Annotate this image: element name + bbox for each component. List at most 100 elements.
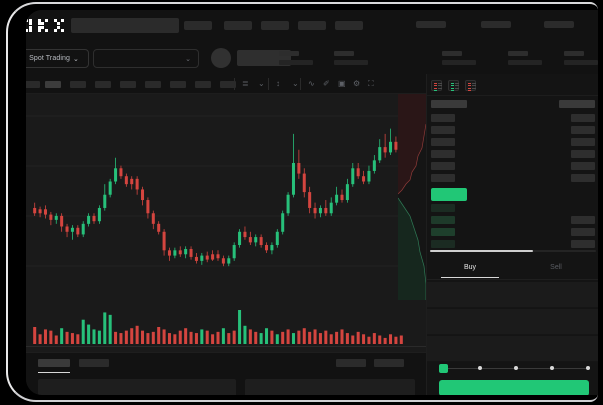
okx-logo[interactable] <box>26 19 64 33</box>
slider-tick-100[interactable] <box>585 366 590 370</box>
candle-body <box>124 176 128 185</box>
volume-bar <box>60 328 64 344</box>
settings-gear-icon[interactable]: ⚙ <box>353 79 361 88</box>
tab-sell[interactable]: Sell <box>550 264 562 271</box>
candle-body <box>92 215 96 222</box>
global-search-input[interactable] <box>71 18 179 33</box>
platform-selector-button[interactable]: Spot Trading ⌄ <box>26 49 89 68</box>
fullscreen-icon[interactable]: ⛶ <box>368 79 374 88</box>
edit-pencil-icon[interactable]: ✐ <box>323 79 330 88</box>
timeframe-button-4[interactable] <box>95 81 111 88</box>
timeframe-button-5[interactable] <box>120 81 136 88</box>
order-book-ask-row[interactable] <box>431 138 455 146</box>
timeframe-button-8[interactable] <box>195 81 211 88</box>
volume-bar <box>367 336 371 344</box>
line-chart-icon[interactable]: ∿ <box>308 79 315 88</box>
trading-pair-selector[interactable]: ⌄ <box>93 49 199 68</box>
volume-bar <box>297 330 301 344</box>
candle-body <box>97 207 101 222</box>
nav-item-3[interactable] <box>261 21 289 30</box>
chevron-down-icon[interactable]: ⌄ <box>258 79 265 88</box>
candle-body <box>157 223 161 232</box>
bottom-field-1[interactable] <box>38 379 236 395</box>
timeframe-button-9[interactable] <box>220 81 236 88</box>
timeframe-button-3[interactable] <box>70 81 86 88</box>
device-bezel <box>6 2 598 402</box>
order-form-row-total[interactable] <box>427 336 598 362</box>
candle-body <box>340 194 344 201</box>
timeframe-button-2[interactable] <box>45 81 61 88</box>
order-book-bid-row[interactable] <box>431 204 455 212</box>
orderbook-layout-asks[interactable] <box>465 80 476 92</box>
nav-item-1[interactable] <box>184 21 212 30</box>
candle-body <box>324 207 328 214</box>
volume-bar <box>119 333 123 344</box>
candle-body <box>173 250 177 256</box>
order-book-bid-row[interactable] <box>431 228 455 236</box>
nav-item-2[interactable] <box>224 21 252 30</box>
candle-body <box>216 254 220 259</box>
order-book-ask-row[interactable] <box>431 150 455 158</box>
candle-body <box>178 250 182 255</box>
slider-tick-75[interactable] <box>549 366 554 370</box>
nav-right-2[interactable] <box>481 21 511 28</box>
amount-percent-slider[interactable] <box>439 364 590 374</box>
order-book-bid-amount <box>571 216 595 224</box>
compare-icon[interactable]: ↕ <box>276 79 280 88</box>
volume-bar <box>114 331 118 344</box>
bottom-action-1[interactable] <box>336 359 366 367</box>
indicator-icon[interactable]: ≣ <box>242 79 249 88</box>
volume-bar <box>135 325 139 344</box>
depth-area-series <box>397 94 427 300</box>
candle-body <box>243 231 247 238</box>
slider-handle[interactable] <box>439 364 448 373</box>
order-book-scrollbar-thumb[interactable] <box>430 250 533 252</box>
candle-body <box>200 255 204 261</box>
timeframe-button-7[interactable] <box>170 81 186 88</box>
volume-bar <box>205 330 209 344</box>
timeframe-button-1[interactable] <box>26 81 40 88</box>
candle-body <box>43 209 47 215</box>
nav-item-4[interactable] <box>298 21 326 30</box>
toolbar-separator-2 <box>268 78 269 90</box>
candle-body <box>259 237 263 246</box>
order-book-bid-row[interactable] <box>431 240 455 248</box>
nav-right-1[interactable] <box>416 21 446 28</box>
chevron-down-icon-2[interactable]: ⌄ <box>292 79 299 88</box>
orderbook-layout-both[interactable] <box>431 80 442 92</box>
order-form-row-price[interactable] <box>427 282 598 308</box>
slider-tick-50[interactable] <box>513 366 518 370</box>
candle-body <box>108 181 112 195</box>
volume-bar <box>130 328 134 344</box>
camera-icon[interactable]: ▣ <box>338 79 346 88</box>
nav-item-5[interactable] <box>335 21 363 30</box>
top-navigation-bar <box>26 10 598 42</box>
candle-body <box>281 213 285 232</box>
price-chart[interactable] <box>26 94 426 300</box>
candle-body <box>151 213 155 224</box>
order-book-ask-row[interactable] <box>431 114 455 122</box>
bottom-tab-order-history[interactable] <box>79 359 109 367</box>
order-book-ask-row[interactable] <box>431 162 455 170</box>
nav-right-3[interactable] <box>544 21 574 28</box>
orderbook-layout-bids[interactable] <box>448 80 459 92</box>
order-book-ask-row[interactable] <box>431 126 455 134</box>
bottom-tab-open-orders[interactable] <box>38 359 70 367</box>
bottom-action-2[interactable] <box>374 359 404 367</box>
candle-body <box>76 227 80 235</box>
candle-body <box>38 209 42 214</box>
place-buy-order-button[interactable] <box>439 380 589 395</box>
order-form-row-amount[interactable] <box>427 309 598 335</box>
bottom-field-2[interactable] <box>245 379 415 395</box>
order-book-bid-row[interactable] <box>431 216 455 224</box>
slider-tick-25[interactable] <box>477 366 482 370</box>
candle-body <box>275 231 279 246</box>
tab-buy[interactable]: Buy <box>463 264 477 271</box>
order-book-depth-chart <box>397 94 427 300</box>
active-tab-indicator <box>441 277 499 278</box>
timeframe-button-6[interactable] <box>145 81 161 88</box>
candle-body <box>389 141 393 153</box>
order-book-ask-amount <box>571 126 595 134</box>
order-book-ask-row[interactable] <box>431 174 455 182</box>
